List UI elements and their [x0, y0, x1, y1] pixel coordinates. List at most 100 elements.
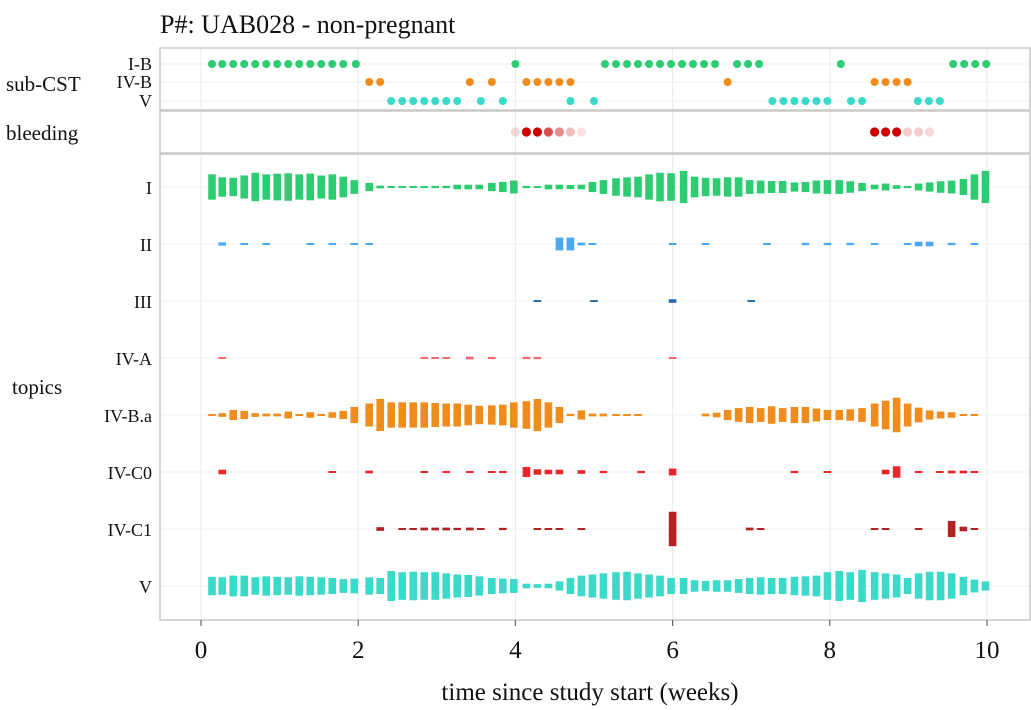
x-tick-label: 8: [824, 637, 837, 664]
topic-bar: [936, 471, 944, 473]
subcst-panel: [159, 47, 1031, 111]
subcst-point: [892, 78, 901, 86]
subcst-point: [295, 60, 304, 68]
subcst-point: [465, 78, 474, 86]
bleeding-point: [543, 127, 554, 137]
topic-bar: [442, 471, 451, 473]
topic-bar: [409, 186, 418, 188]
subcst-point: [590, 97, 598, 105]
topic-bar: [262, 576, 271, 596]
bleeding-point: [914, 127, 924, 137]
topic-bar: [317, 577, 326, 595]
topic-bar: [295, 174, 304, 200]
topic-bar: [763, 243, 771, 245]
topic-bar: [522, 583, 531, 589]
subcst-point: [870, 78, 879, 86]
subcst-point: [208, 60, 217, 68]
topic-bar: [431, 403, 440, 427]
topic-bar: [734, 177, 743, 197]
bleeding-point: [554, 127, 565, 137]
topic-bar: [756, 528, 765, 530]
topic-bar: [544, 184, 553, 190]
topic-bar: [251, 577, 260, 595]
topic-bar: [229, 409, 238, 421]
topic-bar: [365, 403, 374, 427]
topic-bar: [745, 180, 754, 194]
subcst-point: [656, 60, 665, 68]
topic-bar: [881, 573, 890, 599]
topic-bar: [656, 172, 664, 202]
subcst-points: [208, 60, 991, 105]
topic-bar: [656, 575, 664, 597]
subcst-point: [218, 60, 227, 68]
topic-bar: [778, 577, 787, 595]
topic-bar: [328, 471, 337, 473]
topic-bar: [745, 406, 754, 424]
topic-bar: [488, 356, 496, 360]
bleeding-point: [870, 127, 880, 137]
topic-bar: [522, 185, 531, 189]
bleeding-points: [510, 127, 935, 137]
subcst-point: [971, 60, 980, 68]
topic-bar: [442, 357, 451, 359]
topic-bar: [612, 572, 620, 600]
subcst-label: sub-CST: [6, 72, 81, 96]
subcst-point: [262, 60, 271, 68]
subcst-point: [823, 97, 832, 105]
topic-bar: [812, 575, 821, 597]
topic-row-label: IV-B.a: [104, 406, 152, 426]
topic-bar: [365, 577, 374, 595]
x-tick-label: 4: [509, 637, 522, 664]
bleeding-point: [532, 127, 543, 137]
topic-bar: [745, 577, 754, 595]
x-tick-label: 10: [975, 637, 1000, 664]
topic-bar: [892, 574, 901, 598]
x-tick-label: 6: [666, 637, 679, 664]
topic-bar: [566, 237, 575, 251]
bleeding-point: [576, 127, 587, 137]
subcst-point: [982, 60, 991, 68]
topic-bar: [453, 574, 462, 598]
subcst-point: [351, 60, 360, 68]
subcst-point: [601, 60, 610, 68]
subcst-point: [733, 60, 742, 68]
topic-row-label: I: [146, 178, 152, 198]
subcst-point: [755, 60, 764, 68]
topic-bar: [645, 574, 653, 598]
subcst-point: [678, 60, 687, 68]
topic-bar: [745, 527, 754, 531]
subcst-point: [960, 60, 969, 68]
topic-bar: [522, 356, 531, 360]
topic-bar: [577, 528, 586, 530]
topic-bar: [577, 410, 586, 420]
topic-bar: [812, 180, 821, 194]
x-tick-label: 2: [352, 637, 365, 664]
bleeding-point: [521, 127, 532, 137]
topic-bar: [846, 181, 855, 193]
topic-bar: [903, 243, 912, 245]
topic-bar: [858, 408, 866, 422]
topic-bar: [981, 170, 990, 204]
topic-bar: [499, 404, 507, 426]
topic-bar: [273, 413, 282, 417]
subcst-point: [634, 60, 643, 68]
topic-bar: [420, 186, 429, 188]
topic-bar: [442, 185, 451, 189]
topic-bar: [812, 408, 821, 422]
topic-bar: [262, 174, 271, 200]
topic-bar: [577, 575, 586, 597]
topic-bar: [701, 580, 710, 592]
topic-bar: [903, 185, 912, 189]
topic-bar: [747, 300, 755, 302]
topic-bar: [488, 405, 496, 425]
topic-bar: [756, 408, 765, 422]
topic-bar: [668, 243, 677, 245]
subcst-point: [612, 60, 621, 68]
topic-bar: [295, 576, 304, 596]
x-axis-ticks: 0 2 4 6 8 10: [195, 620, 1000, 664]
topic-bar: [947, 520, 956, 538]
topic-bar: [970, 528, 979, 530]
topic-bar: [442, 403, 451, 427]
subcst-point: [566, 78, 575, 86]
topic-bar: [499, 471, 507, 473]
